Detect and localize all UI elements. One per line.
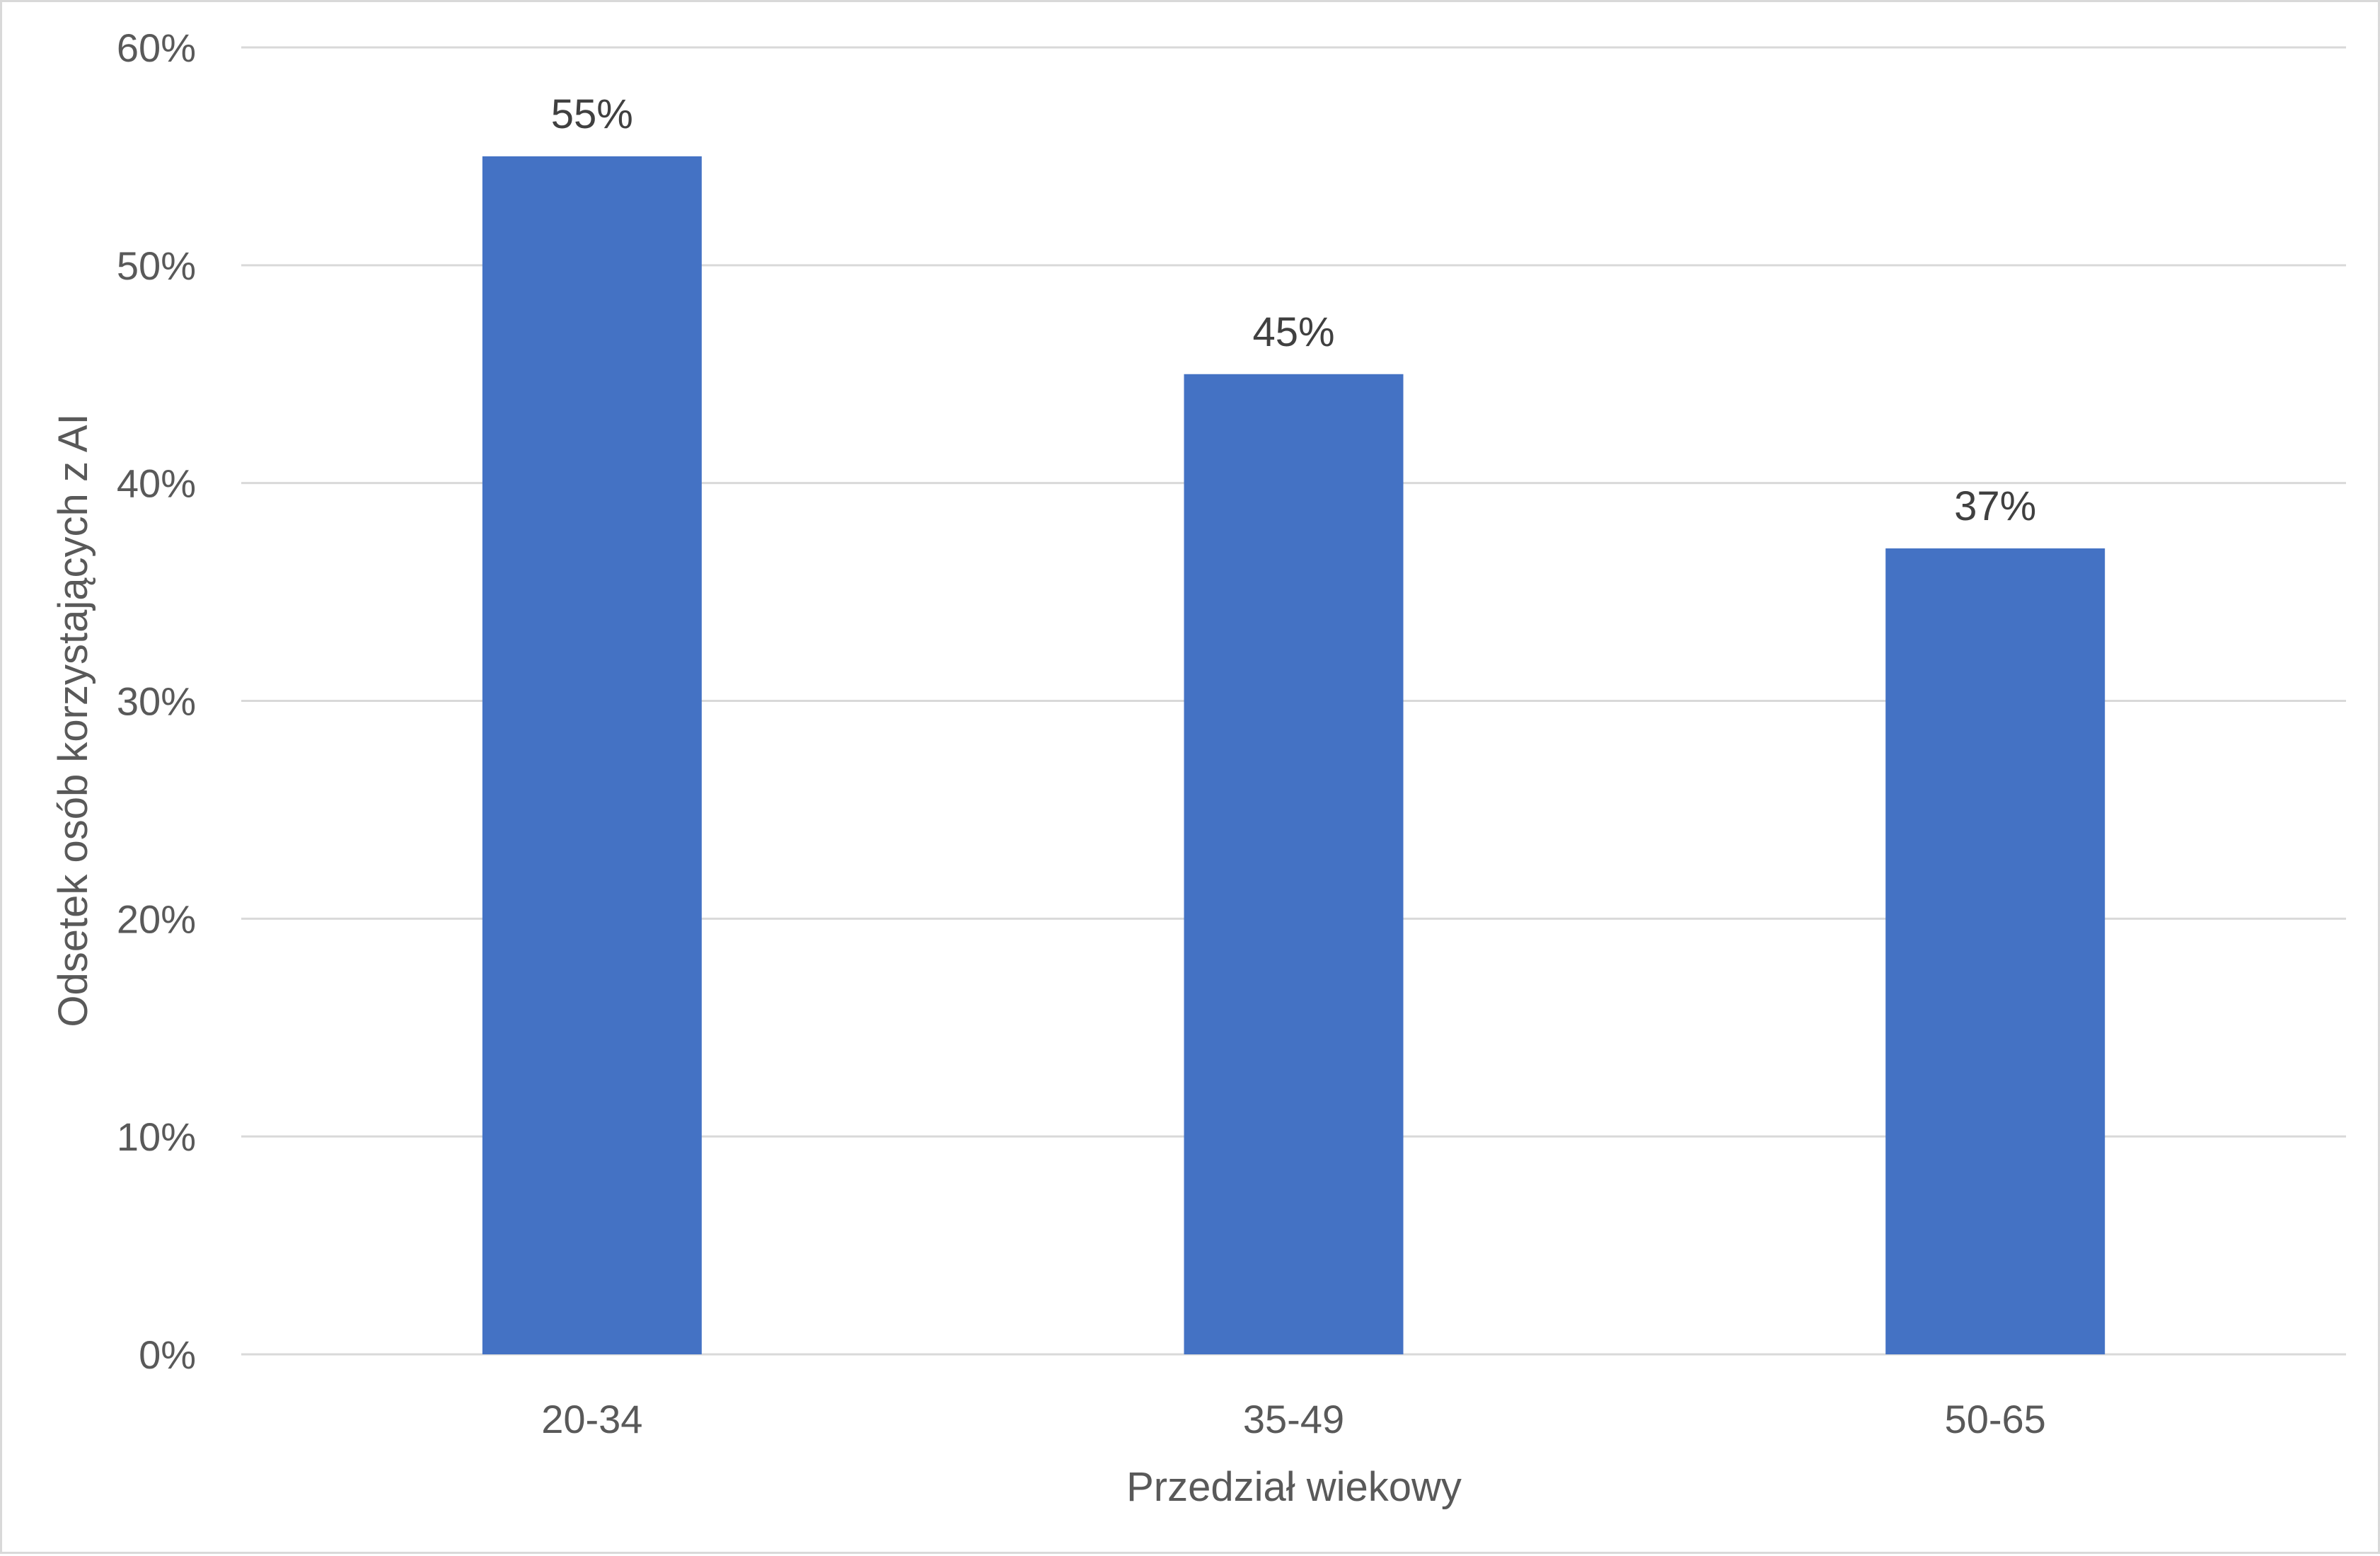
x-axis-title: Przedział wiekowy (1126, 1464, 1462, 1510)
data-label: 37% (1954, 483, 2036, 529)
data-label: 45% (1252, 309, 1334, 355)
bar-20-34 (482, 156, 702, 1355)
data-labels: 55% 45% 37% (551, 91, 2036, 529)
x-tick-label: 20-34 (541, 1397, 642, 1441)
y-tick-label: 10% (117, 1114, 196, 1159)
x-tick-label: 50-65 (1945, 1397, 2046, 1441)
y-tick-label: 60% (117, 25, 196, 70)
y-tick-label: 20% (117, 897, 196, 941)
y-axis-title: Odsetek osób korzystających z AI (50, 413, 96, 1027)
bar-35-49 (1184, 374, 1404, 1354)
y-tick-label: 30% (117, 679, 196, 724)
x-axis-tick-labels: 20-34 35-49 50-65 (541, 1397, 2046, 1441)
y-tick-label: 0% (139, 1332, 196, 1377)
x-tick-label: 35-49 (1243, 1397, 1344, 1441)
y-tick-label: 50% (117, 243, 196, 288)
bar-50-65 (1885, 548, 2105, 1355)
y-tick-label: 40% (117, 461, 196, 506)
data-label: 55% (551, 91, 633, 137)
bars (482, 156, 2105, 1355)
y-axis-tick-labels: 0% 10% 20% 30% 40% 50% 60% (117, 25, 196, 1377)
